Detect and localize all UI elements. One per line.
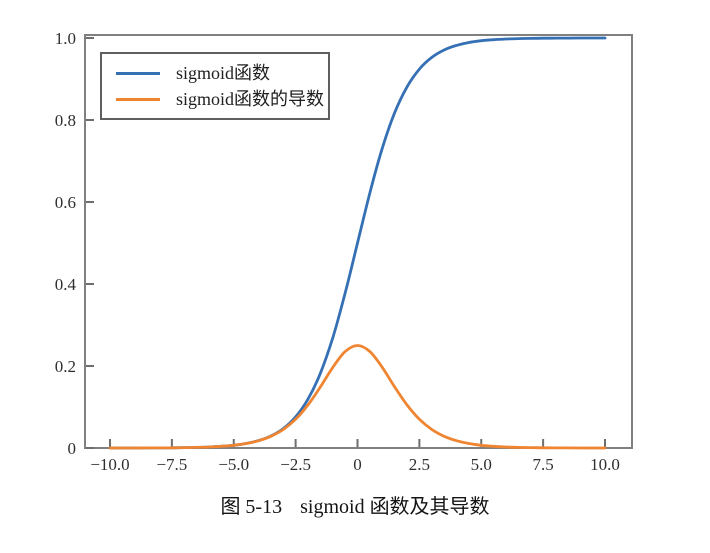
x-tick-label: −7.5	[156, 455, 187, 474]
x-tick-label: 10.0	[590, 455, 620, 474]
x-tick-label: 7.5	[533, 455, 554, 474]
y-tick-label: 0.4	[55, 275, 77, 294]
y-tick-label: 0.8	[55, 111, 76, 130]
legend-label-derivative: sigmoid函数的导数	[176, 89, 325, 109]
x-tick-label: −2.5	[280, 455, 311, 474]
axes-frame	[84, 34, 633, 449]
figure-caption-title: sigmoid 函数及其导数	[300, 496, 490, 518]
legend: sigmoid函数 sigmoid函数的导数	[100, 52, 330, 120]
y-tick-label: 0.2	[55, 357, 76, 376]
plot-area: −10.0 −7.5 −5.0 −2.5 0 2.5 5.0 7.5 10.0 1.0 0.8 0.6…	[55, 29, 633, 474]
legend-item-derivative: sigmoid函数的导数	[116, 90, 328, 108]
figure-caption-label: 图 5-13	[220, 496, 283, 518]
figure-caption: 图 5-13 sigmoid 函数及其导数	[0, 490, 710, 519]
y-tick-label: 0	[68, 439, 77, 458]
x-tick-label: 5.0	[471, 455, 492, 474]
x-tick-label: −10.0	[90, 455, 129, 474]
legend-label-sigmoid: sigmoid函数	[176, 63, 271, 83]
x-tick-label: −5.0	[218, 455, 249, 474]
legend-item-sigmoid: sigmoid函数	[116, 64, 328, 82]
x-tick-label: 2.5	[409, 455, 430, 474]
sigmoid-derivative-curve	[108, 344, 607, 450]
legend-swatch-derivative	[116, 97, 160, 101]
legend-swatch-sigmoid	[116, 71, 160, 75]
y-tick-label: 0.6	[55, 193, 76, 212]
y-tick-label: 1.0	[55, 29, 76, 48]
x-tick-label: 0	[353, 455, 362, 474]
